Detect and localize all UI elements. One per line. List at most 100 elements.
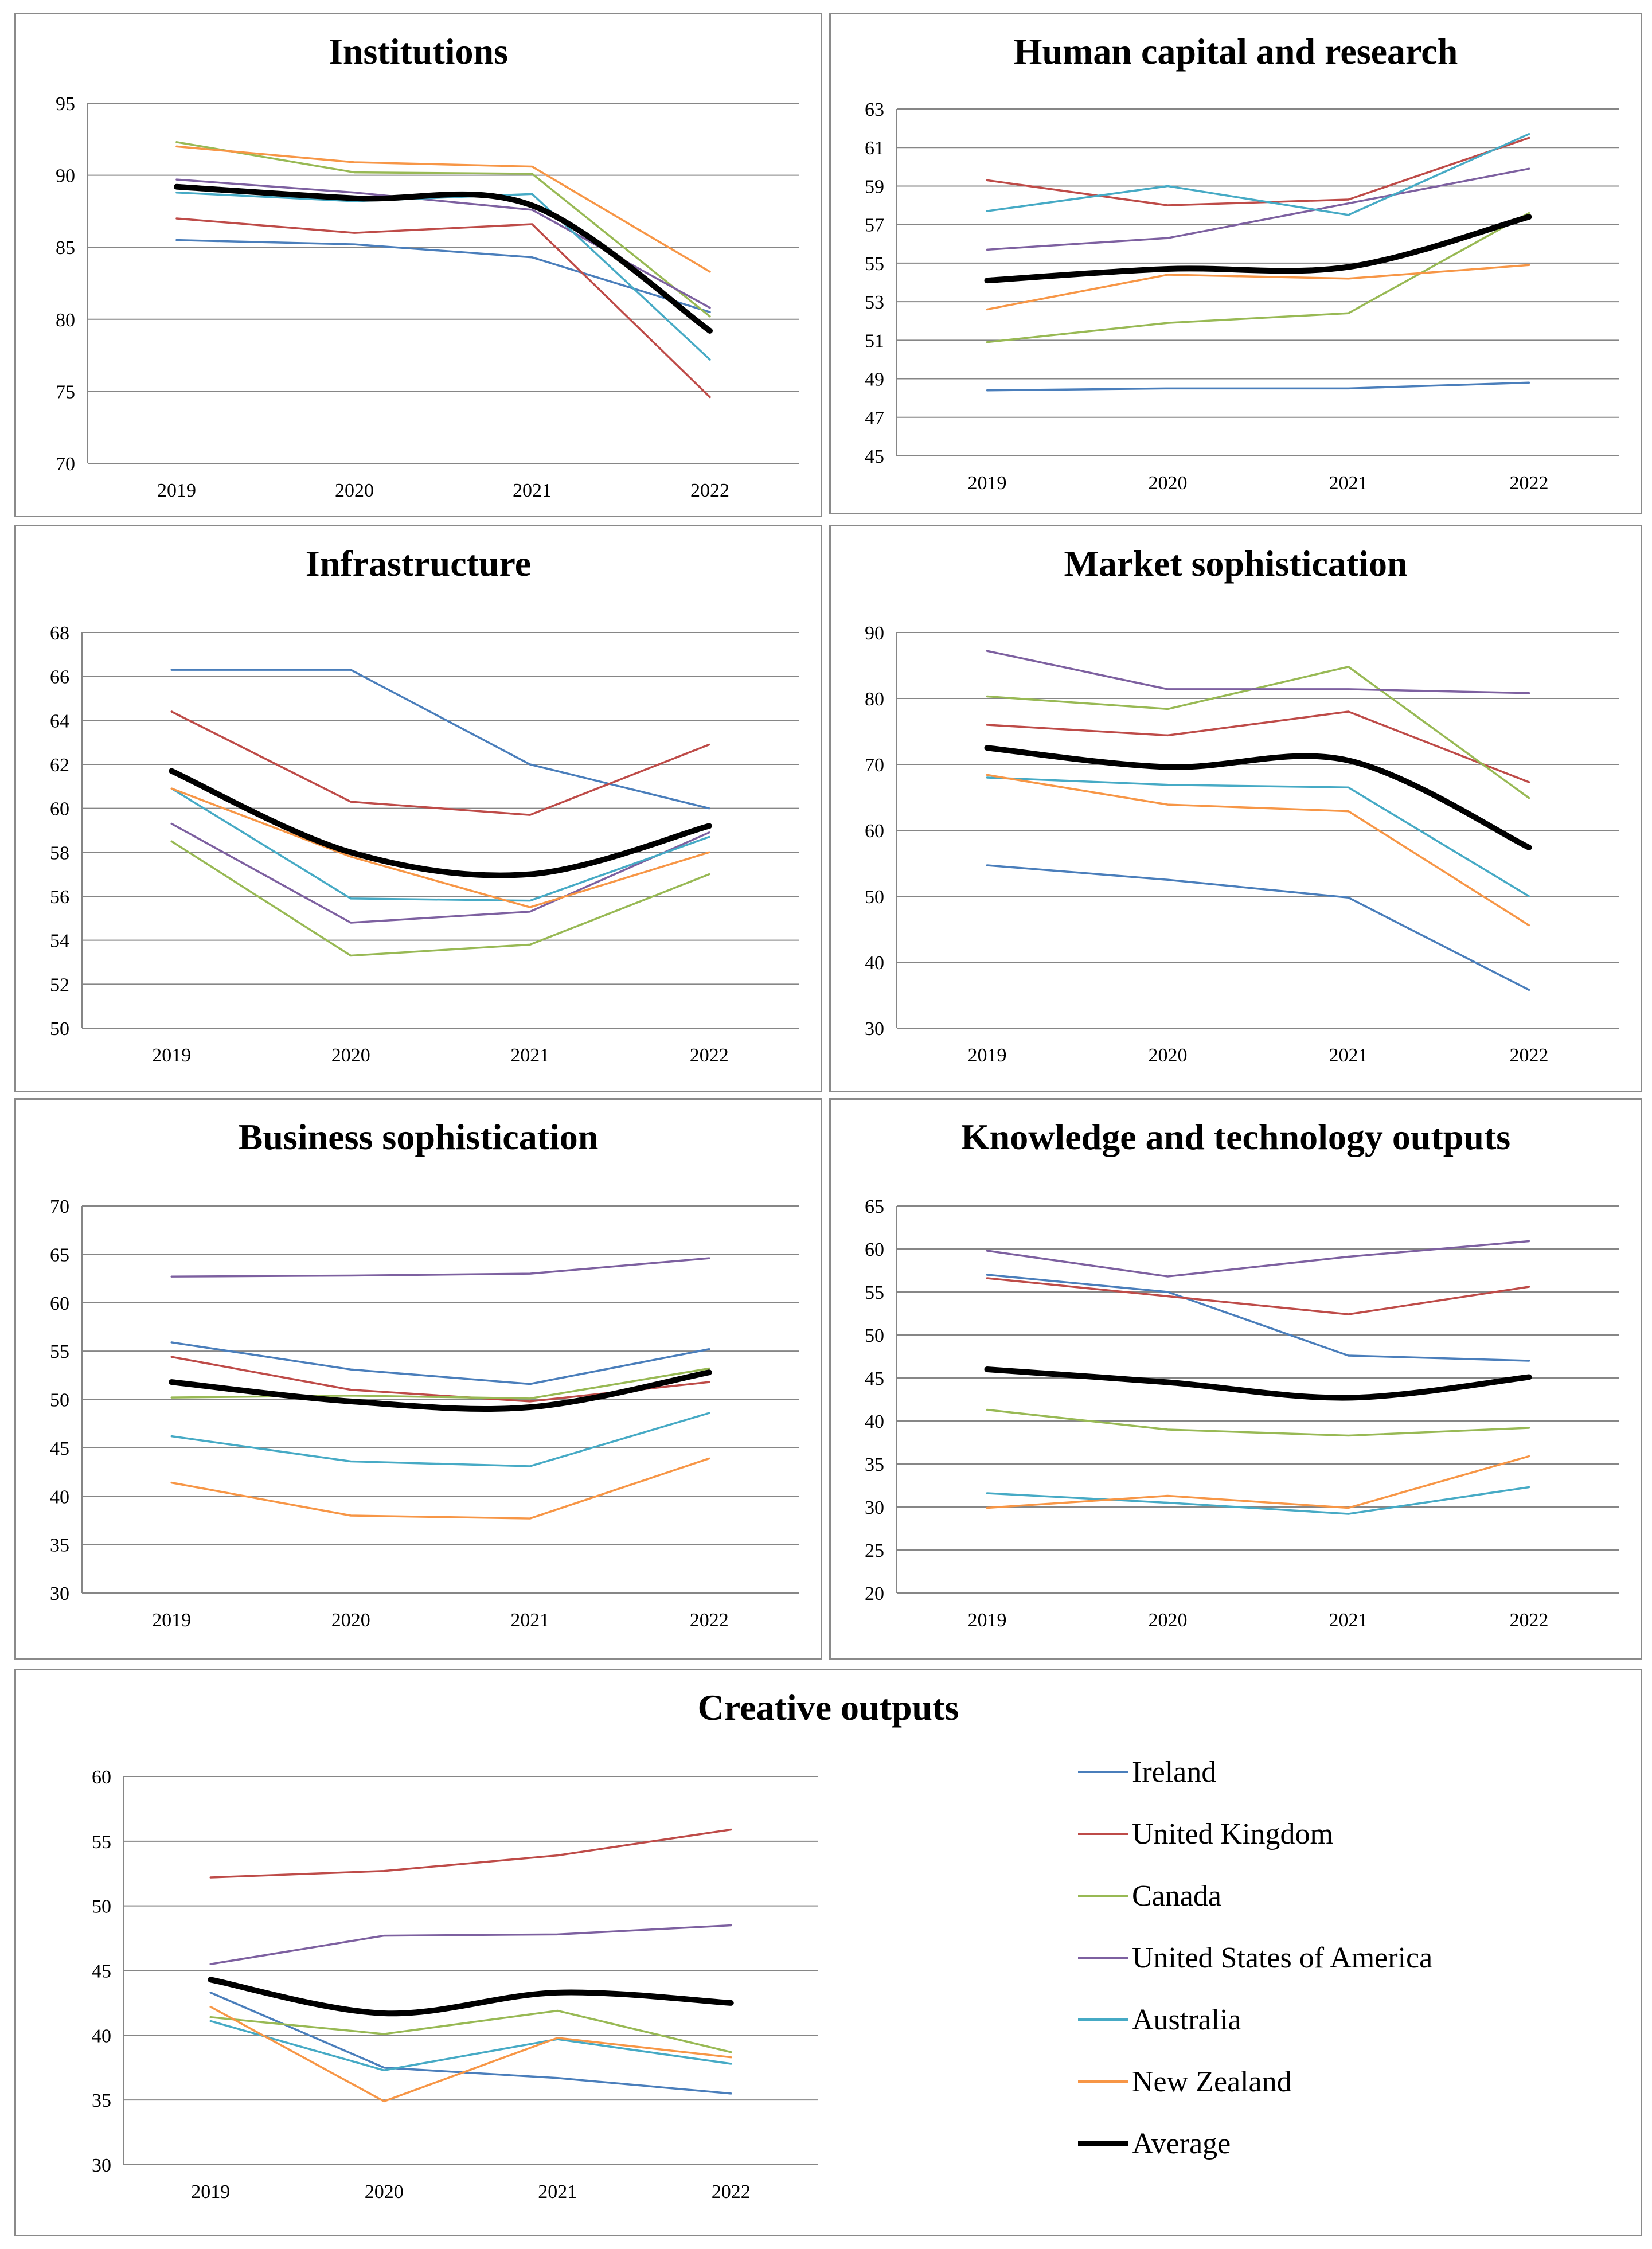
series-line-new-zealand xyxy=(986,774,1530,927)
y-tick-label: 47 xyxy=(865,408,884,429)
series-line-united-kingdom xyxy=(986,1277,1530,1315)
chart-panel-infrastructure: Infrastructure 50 52 54 56 58 60 62 64 66 68 2019 2… xyxy=(14,525,822,1092)
series-line-canada xyxy=(986,1408,1530,1437)
y-tick-label: 30 xyxy=(865,1018,884,1040)
y-tick-label: 40 xyxy=(865,1411,884,1432)
y-tick-label: 60 xyxy=(92,1767,111,1788)
legend-swatch-line xyxy=(1078,2080,1128,2083)
chart-infrastructure: 50 52 54 56 58 60 62 64 66 68 2019 2020 2021 2022 xyxy=(50,623,799,1066)
x-tick-label: 2019 xyxy=(152,1045,191,1066)
x-tick-label: 2022 xyxy=(690,1045,729,1066)
x-tick-label: 2019 xyxy=(152,1610,191,1631)
series-line-united-kingdom xyxy=(986,710,1530,783)
x-tick-label: 2021 xyxy=(538,2181,577,2203)
y-tick-label: 50 xyxy=(865,887,884,908)
series-line-united-kingdom xyxy=(170,1356,710,1403)
y-tick-label: 90 xyxy=(865,623,884,644)
y-tick-label: 63 xyxy=(865,99,884,120)
x-tick-label: 2022 xyxy=(712,2181,751,2203)
y-tick-label: 50 xyxy=(92,1896,111,1918)
x-tick-label: 2020 xyxy=(1149,473,1188,494)
legend-item: Canada xyxy=(1078,1873,1221,1919)
y-tick-label: 55 xyxy=(92,1832,111,1853)
y-tick-label: 58 xyxy=(50,842,69,864)
legend-item: United States of America xyxy=(1078,1935,1432,1981)
x-tick-label: 2019 xyxy=(191,2181,230,2203)
legend-swatch-line xyxy=(1078,1833,1128,1835)
series-line-new-zealand xyxy=(170,1457,710,1520)
y-tick-label: 50 xyxy=(50,1390,69,1411)
x-tick-label: 2021 xyxy=(1329,473,1368,494)
y-tick-label: 95 xyxy=(56,93,75,115)
y-tick-label: 56 xyxy=(50,887,69,908)
series-line-australia xyxy=(170,787,710,902)
y-tick-label: 35 xyxy=(50,1535,69,1556)
legend-label: Canada xyxy=(1132,1879,1221,1912)
legend-swatch-line xyxy=(1078,2141,1128,2146)
chart-title: Market sophistication xyxy=(1064,543,1408,584)
y-tick-label: 85 xyxy=(56,237,75,259)
chart-panel-institutions: Institutions 70 75 80 85 90 95 2019 2020 2021 202… xyxy=(14,13,822,517)
series-line-ireland xyxy=(175,239,711,313)
y-tick-label: 49 xyxy=(865,369,884,391)
y-tick-label: 70 xyxy=(50,1196,69,1217)
series-line-united-states-of-america xyxy=(170,822,710,924)
y-tick-label: 90 xyxy=(56,166,75,187)
series-line-ireland xyxy=(986,864,1530,991)
series-line-canada xyxy=(986,212,1530,343)
legend-label: United States of America xyxy=(1132,1941,1433,1974)
series-line-united-states-of-america xyxy=(986,650,1530,694)
y-tick-label: 25 xyxy=(865,1540,884,1561)
y-tick-label: 60 xyxy=(50,1293,69,1314)
x-tick-label: 2019 xyxy=(968,1045,1007,1066)
y-tick-label: 70 xyxy=(865,755,884,776)
y-tick-label: 65 xyxy=(50,1244,69,1266)
x-tick-label: 2021 xyxy=(513,480,552,501)
y-tick-label: 55 xyxy=(865,1282,884,1303)
series-line-ireland xyxy=(170,669,710,810)
chart-title: Infrastructure xyxy=(305,543,532,584)
y-tick-label: 45 xyxy=(865,446,884,467)
x-tick-label: 2021 xyxy=(1329,1610,1368,1631)
x-tick-label: 2020 xyxy=(365,2181,404,2203)
y-tick-label: 57 xyxy=(865,215,884,236)
y-tick-label: 35 xyxy=(865,1454,884,1475)
y-tick-label: 59 xyxy=(865,176,884,197)
y-tick-label: 45 xyxy=(92,1961,111,1982)
x-tick-label: 2022 xyxy=(690,1610,729,1631)
chart-knowledge-technology: 20 25 30 35 40 45 50 55 60 65 2019 2020 2021 2022 xyxy=(865,1196,1619,1631)
y-tick-label: 30 xyxy=(92,2155,111,2176)
y-tick-label: 65 xyxy=(865,1196,884,1217)
series-line-ireland xyxy=(986,381,1530,392)
chart-panel-market-sophistication: Market sophistication 30 40 50 60 70 80 90 2019… xyxy=(829,525,1642,1092)
series-line-new-zealand xyxy=(175,145,711,273)
series-line-australia xyxy=(170,1412,710,1467)
y-tick-label: 70 xyxy=(56,454,75,475)
y-tick-label: 60 xyxy=(50,799,69,820)
series-line-united-kingdom xyxy=(209,1828,732,1879)
y-tick-label: 51 xyxy=(865,330,884,352)
x-tick-label: 2021 xyxy=(510,1045,549,1066)
x-tick-label: 2020 xyxy=(331,1610,370,1631)
y-tick-label: 60 xyxy=(865,821,884,842)
y-tick-label: 55 xyxy=(865,253,884,275)
y-tick-label: 55 xyxy=(50,1341,69,1362)
y-tick-label: 20 xyxy=(865,1583,884,1604)
y-tick-label: 66 xyxy=(50,667,69,688)
chart-title: Knowledge and technology outputs xyxy=(960,1116,1511,1157)
legend-item: Average xyxy=(1078,2121,1231,2166)
series-line-united-kingdom xyxy=(175,217,711,399)
y-tick-label: 68 xyxy=(50,623,69,644)
series-line-average xyxy=(984,1366,1532,1401)
chart-title: Creative outputs xyxy=(697,1687,959,1728)
x-tick-label: 2019 xyxy=(968,473,1007,494)
series-line-new-zealand xyxy=(209,2005,732,2103)
chart-title: Institutions xyxy=(329,31,508,72)
y-tick-label: 54 xyxy=(50,931,69,952)
series-line-canada xyxy=(170,840,710,957)
series-line-average xyxy=(208,1977,734,2017)
series-line-australia xyxy=(986,776,1530,897)
series-line-ireland xyxy=(209,1992,732,2095)
y-tick-label: 45 xyxy=(865,1368,884,1389)
legend-swatch-line xyxy=(1078,1957,1128,1959)
